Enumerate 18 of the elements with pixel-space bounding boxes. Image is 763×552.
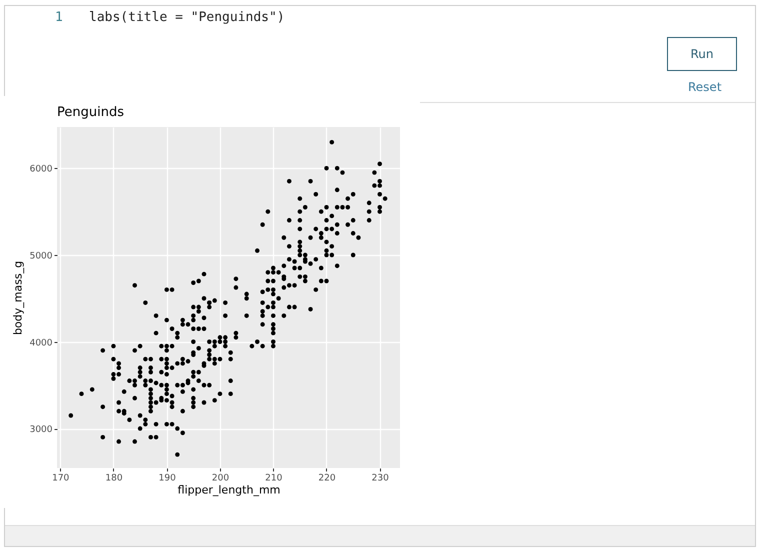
- x-tick-label: 230: [372, 474, 390, 484]
- x-tick-label: 180: [105, 474, 123, 484]
- y-tick-label: 3000: [30, 425, 53, 436]
- chart-title: Penguinds: [57, 105, 124, 120]
- y-tick-label: 4000: [30, 338, 53, 348]
- text: Reset: [688, 80, 722, 94]
- x-tick-label: 170: [52, 474, 70, 484]
- y-tick-label: 5000: [30, 251, 53, 262]
- x-tick-label: 210: [265, 474, 283, 484]
- y-axis-title: body_mass_g: [12, 260, 25, 336]
- text: 1: [55, 10, 63, 25]
- x-tick-label: 200: [212, 474, 230, 484]
- x-tick-label: 190: [158, 474, 176, 484]
- x-axis-title: flipper_length_mm: [178, 484, 280, 496]
- text: Run: [667, 37, 737, 71]
- y-tick-label: 6000: [30, 164, 53, 175]
- x-tick-label: 220: [318, 474, 336, 484]
- text: labs(title = "Penguinds"): [89, 10, 285, 25]
